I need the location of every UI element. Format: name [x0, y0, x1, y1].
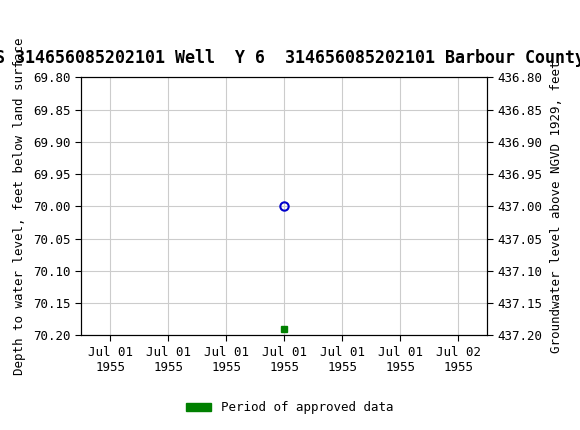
Y-axis label: Depth to water level, feet below land surface: Depth to water level, feet below land su… — [13, 38, 26, 375]
Legend: Period of approved data: Period of approved data — [181, 396, 399, 419]
Text: USGS 314656085202101 Well  Y 6  314656085202101 Barbour County Al: USGS 314656085202101 Well Y 6 3146560852… — [0, 49, 580, 67]
Y-axis label: Groundwater level above NGVD 1929, feet: Groundwater level above NGVD 1929, feet — [550, 60, 563, 353]
Text: USGS: USGS — [36, 16, 96, 35]
